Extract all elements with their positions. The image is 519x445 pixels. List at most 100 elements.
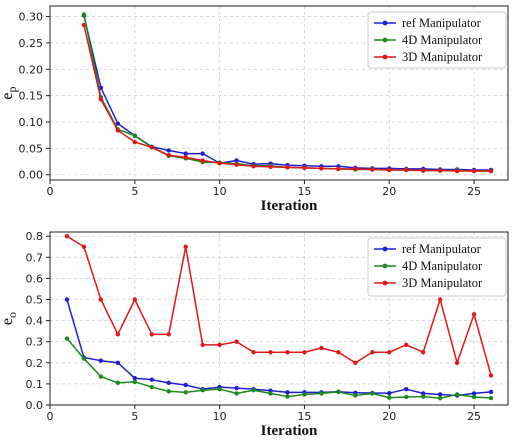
data-point [404, 342, 409, 348]
legend-label: 4D Manipulator [402, 259, 483, 273]
plot-frame [49, 231, 509, 406]
data-point [471, 168, 477, 174]
data-point [115, 121, 121, 126]
y-tick-label: 0.10 [19, 116, 44, 129]
data-point [437, 168, 443, 173]
y-tick-label: 0.5 [26, 294, 44, 307]
plot-panel-1: 0 5 10 15 20 25 0.00 0.05 0.10 0.15 0.20 0.25 0.30 It… [0, 5, 509, 214]
data-point [454, 168, 460, 174]
data-point [200, 151, 205, 156]
y-tick-label: 0.6 [26, 272, 44, 285]
legend-label: ref Manipulator [402, 16, 482, 30]
data-point [387, 167, 392, 173]
legend-marker [382, 37, 388, 43]
data-point [64, 297, 70, 302]
data-point [81, 244, 87, 249]
data-point [420, 391, 426, 396]
data-point [166, 380, 171, 386]
y-tick-label: 0.4 [26, 315, 44, 328]
data-point [98, 374, 104, 379]
data-point [98, 297, 104, 302]
data-point [404, 167, 409, 173]
legend-box [367, 237, 507, 297]
data-point [420, 168, 426, 173]
data-point [64, 234, 70, 239]
data-point [81, 12, 87, 17]
data-point [183, 151, 188, 156]
legend-marker [382, 246, 388, 252]
data-point [81, 22, 87, 28]
data-point [336, 389, 341, 395]
x-axis-label: Iteration [261, 423, 318, 439]
data-point [488, 395, 494, 401]
data-point [251, 164, 256, 169]
data-point [268, 350, 273, 355]
data-point [217, 342, 222, 348]
data-point [166, 332, 171, 337]
y-tick-label: 0.25 [19, 37, 44, 50]
data-point [132, 139, 138, 145]
data-point [234, 158, 239, 163]
data-point [404, 394, 409, 400]
x-tick-label: 10 [213, 410, 227, 423]
x-tick-label: 25 [467, 185, 481, 198]
y-tick-label: 0.20 [19, 63, 44, 76]
data-point [166, 389, 171, 394]
data-point [454, 360, 460, 366]
data-point [387, 395, 392, 400]
data-point [437, 297, 443, 302]
legend-marker [382, 263, 388, 269]
legend-label: 3D Manipulator [402, 50, 483, 64]
x-tick-label: 5 [131, 185, 138, 198]
data-point [285, 394, 290, 399]
legend-marker [382, 54, 388, 60]
data-point [183, 244, 188, 249]
data-point [149, 384, 154, 390]
data-point [149, 332, 154, 337]
series-line-2 [66, 338, 492, 399]
legend-marker [382, 20, 388, 26]
y-axis-label: eo [0, 312, 19, 325]
data-point [488, 168, 494, 174]
data-point [166, 153, 171, 158]
data-point [302, 350, 307, 355]
data-point [132, 379, 138, 384]
data-point [302, 392, 307, 397]
data-point [115, 380, 121, 386]
data-point [454, 392, 460, 397]
data-point [319, 166, 324, 171]
plot-panel-2: 0 5 10 15 20 25 0.0 0.1 0.2 0.3 0.4 0.5 0.6 0.7 0.8 Ite… [0, 230, 509, 439]
data-point [268, 164, 273, 170]
x-tick-label: 10 [213, 185, 227, 198]
y-tick-label: 0.7 [26, 251, 44, 264]
data-point [404, 386, 409, 392]
data-point [234, 162, 239, 167]
legend: ref Manipulator 4D Manipulator 3D Manipula… [367, 237, 507, 297]
y-tick-label: 0.00 [19, 169, 44, 182]
data-point [302, 165, 307, 171]
x-tick-label: 0 [47, 185, 54, 198]
data-point [98, 97, 104, 102]
data-point [217, 386, 222, 392]
data-point [319, 345, 324, 351]
data-point [488, 373, 494, 378]
data-point [353, 166, 358, 172]
data-point [251, 388, 256, 393]
y-tick-label: 0.30 [19, 11, 44, 24]
data-point [183, 382, 188, 388]
y-tick-label: 0.2 [26, 357, 44, 370]
data-point [132, 376, 138, 381]
data-point [285, 165, 290, 170]
series-line-3 [66, 235, 492, 376]
legend-marker [382, 280, 388, 286]
data-point [98, 358, 104, 363]
data-point [471, 391, 477, 396]
data-point [115, 360, 121, 366]
data-point [132, 133, 138, 138]
data-point [420, 350, 426, 355]
data-point [149, 145, 154, 150]
data-point [370, 350, 375, 355]
data-point [437, 396, 443, 401]
y-tick-label: 0.3 [26, 336, 44, 349]
